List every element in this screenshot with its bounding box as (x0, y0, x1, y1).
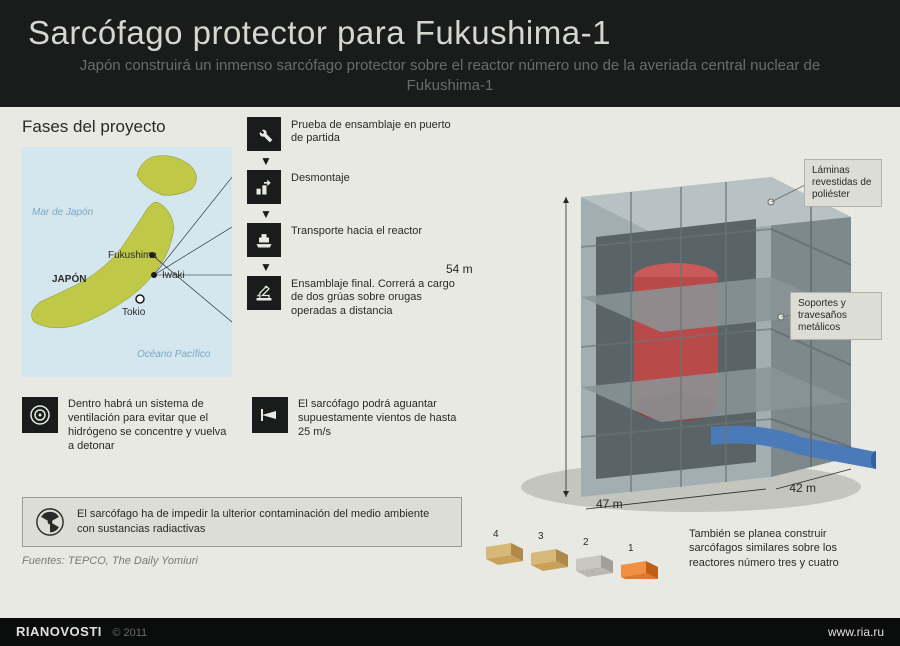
sarcophagus-building: Láminas revestidas de poliéster Soportes… (481, 117, 876, 517)
svg-text:3: 3 (538, 531, 544, 542)
ventilation-feature: Dentro habrá un sistema de ventilación p… (22, 397, 232, 454)
step-3-text: Transporte hacia el reactor (291, 223, 422, 239)
project-steps: Prueba de ensamblaje en puerto de partid… (247, 117, 462, 322)
content-area: Fases del proyecto Mar de Japón Océano P… (0, 107, 900, 627)
radiation-icon (35, 507, 65, 537)
svg-text:2: 2 (583, 537, 589, 548)
reactors-icons: 4 3 2 1 (481, 519, 671, 579)
radiation-warning: El sarcófago ha de impedir la ulterior c… (22, 497, 462, 547)
wrench-icon (247, 117, 281, 151)
callout-supports: Soportes y travesaños metálicos (790, 292, 882, 340)
step-arrow-icon: ▼ (260, 154, 462, 168)
step-2: Desmontaje (247, 170, 462, 204)
step-1-text: Prueba de ensamblaje en puerto de partid… (291, 117, 462, 147)
pacific-label: Océano Pacífico (137, 349, 211, 360)
footer-left: RIANOVOSTI © 2011 (16, 623, 147, 641)
width1-dim: 47 m (596, 497, 623, 511)
svg-text:4: 4 (493, 529, 499, 540)
footer-url: www.ria.ru (828, 625, 884, 639)
fan-icon (22, 397, 58, 433)
page-title: Sarcófago protector para Fukushima-1 (28, 14, 872, 52)
step-arrow-icon: ▼ (260, 207, 462, 221)
step-4-text: Ensamblaje final. Correrá a cargo de dos… (291, 276, 462, 319)
feature-row: Dentro habrá un sistema de ventilación p… (22, 397, 462, 454)
header: Sarcófago protector para Fukushima-1 Jap… (0, 0, 900, 107)
fukushima-label: Fukushima (108, 250, 157, 261)
ventilation-text: Dentro habrá un sistema de ventilación p… (68, 397, 232, 454)
warning-text: El sarcófago ha de impedir la ulterior c… (77, 507, 449, 536)
japan-label: JAPÓN (52, 272, 86, 285)
page-subtitle: Japón construirá un inmenso sarcófago pr… (28, 56, 872, 97)
step-1: Prueba de ensamblaje en puerto de partid… (247, 117, 462, 151)
wind-icon (252, 397, 288, 433)
svg-text:1: 1 (628, 543, 634, 554)
wind-text: El sarcófago podrá aguantar supuestament… (298, 397, 462, 440)
reactors-section: 4 3 2 1 También se planea construir sarc… (481, 519, 876, 579)
tokyo-label: Tokio (122, 307, 146, 318)
sources-text: Fuentes: TEPCO, The Daily Yomiuri (22, 555, 198, 567)
japan-map: Mar de Japón Océano Pacífico JAPÓN Fukus… (22, 147, 232, 377)
brand-logo: RIANOVOSTI (16, 624, 102, 639)
ship-icon (247, 223, 281, 257)
wind-feature: El sarcófago podrá aguantar supuestament… (252, 397, 462, 454)
width2-dim: 42 m (789, 481, 816, 495)
sea-japan-label: Mar de Japón (32, 207, 94, 218)
crane-icon (247, 276, 281, 310)
footer: RIANOVOSTI © 2011 www.ria.ru (0, 618, 900, 646)
step-4: Ensamblaje final. Correrá a cargo de dos… (247, 276, 462, 319)
dismantle-icon (247, 170, 281, 204)
reactors-text: También se planea construir sarcófagos s… (689, 527, 869, 570)
copyright: © 2011 (112, 627, 147, 639)
step-arrow-icon: ▼ (260, 260, 462, 274)
left-column: Fases del proyecto Mar de Japón Océano P… (22, 117, 462, 143)
callout-polyester: Láminas revestidas de poliéster (804, 159, 882, 207)
height-dim: 54 m (446, 262, 473, 276)
step-2-text: Desmontaje (291, 170, 350, 186)
step-3: Transporte hacia el reactor (247, 223, 462, 257)
